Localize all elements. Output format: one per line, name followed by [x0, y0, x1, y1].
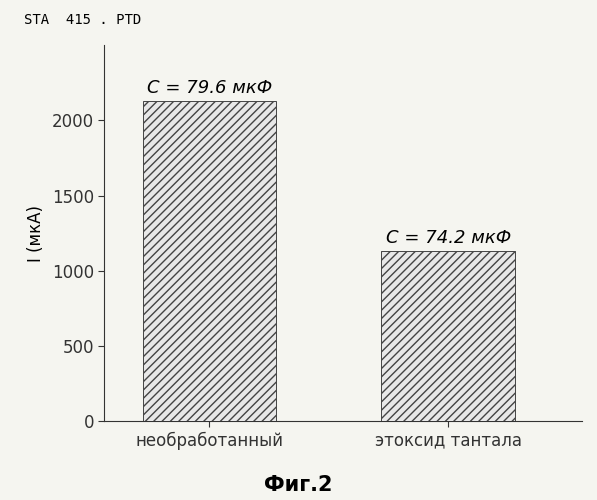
Bar [143, 100, 276, 421]
Y-axis label: I (мкА): I (мкА) [27, 204, 45, 262]
Text: C = 74.2 мкФ: C = 74.2 мкФ [386, 230, 511, 248]
Bar [381, 251, 515, 422]
Text: C = 79.6 мкФ: C = 79.6 мкФ [147, 79, 272, 97]
Text: Фиг.2: Фиг.2 [264, 475, 333, 495]
Text: STA  415 . PTD: STA 415 . PTD [24, 12, 141, 26]
